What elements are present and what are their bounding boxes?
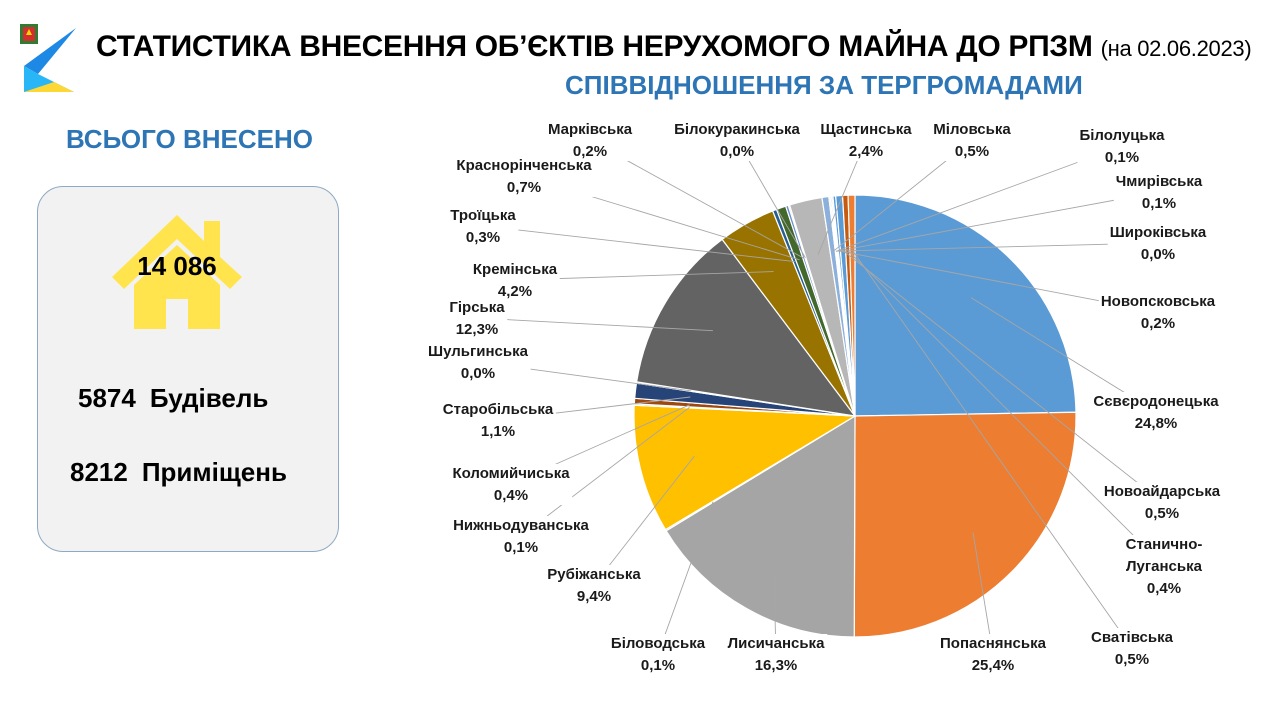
premises-stat: 8212 Приміщень bbox=[70, 457, 370, 488]
page-title: СТАТИСТИКА ВНЕСЕННЯ ОБ’ЄКТІВ НЕРУХОМОГО … bbox=[96, 30, 1276, 64]
slice-label-text: Сєвєродонецька 24,8% bbox=[1093, 393, 1219, 432]
leader-line bbox=[520, 407, 690, 537]
slice-label: Рубіжанська 9,4% bbox=[545, 565, 644, 606]
slice-label: Коломийчиська 0,4% bbox=[450, 464, 573, 505]
slice-label: Новопсковська 0,2% bbox=[1098, 292, 1218, 333]
leader-line bbox=[836, 191, 1160, 252]
premises-label: Приміщень bbox=[141, 457, 287, 487]
slice-label: Щастинська 2,4% bbox=[818, 120, 915, 161]
slice-label-text: Краснорінченська 0,7% bbox=[456, 157, 592, 196]
pie-slice bbox=[665, 414, 856, 638]
slice-label: Лисичанська 16,3% bbox=[725, 634, 828, 675]
leader-line bbox=[972, 532, 994, 655]
slice-label-text: Кремінська 4,2% bbox=[473, 261, 558, 300]
slice-label-text: Гірська 12,3% bbox=[449, 299, 505, 338]
slice-label: Сєвєродонецька 24,8% bbox=[1091, 392, 1222, 433]
slice-label: Міловська 0,5% bbox=[931, 120, 1014, 161]
slice-label: Широківська 0,0% bbox=[1107, 223, 1209, 264]
leader-line bbox=[593, 456, 695, 586]
pie-slice bbox=[847, 194, 856, 417]
slice-label: Кремінська 4,2% bbox=[470, 260, 560, 301]
premises-count: 8212 bbox=[70, 457, 128, 487]
slice-label: Станично-Луганська 0,4% bbox=[1123, 535, 1205, 598]
slice-label-text: Біловодська 0,1% bbox=[611, 635, 706, 674]
leader-line bbox=[842, 250, 1163, 503]
chart-subtitle: СПІВВІДНОШЕННЯ ЗА ТЕРГРОМАДАМИ bbox=[565, 70, 1083, 100]
buildings-stat: 5874 Будівель bbox=[78, 383, 378, 414]
slice-label-text: Шульгинська 0,0% bbox=[428, 343, 529, 382]
report-date: (на 02.06.2023) bbox=[1100, 36, 1252, 61]
slice-label-text: Щастинська 2,4% bbox=[820, 121, 912, 160]
slice-label-text: Новоайдарська 0,5% bbox=[1104, 483, 1221, 522]
slice-label: Троїцька 0,3% bbox=[448, 206, 519, 247]
slice-label: Старобільська 1,1% bbox=[440, 400, 556, 441]
slice-label-text: Станично-Луганська 0,4% bbox=[1126, 536, 1203, 597]
title-text: СТАТИСТИКА ВНЕСЕННЯ ОБ’ЄКТІВ НЕРУХОМОГО … bbox=[96, 30, 1093, 63]
slice-label-text: Старобільська 1,1% bbox=[443, 401, 554, 440]
slice-label-text: Чмирівська 0,1% bbox=[1116, 173, 1203, 212]
slice-label: Чмирівська 0,1% bbox=[1113, 172, 1205, 213]
slice-label-text: Білолуцька 0,1% bbox=[1079, 127, 1165, 166]
slice-label: Марківська 0,2% bbox=[545, 120, 635, 161]
leader-line bbox=[482, 225, 795, 263]
slice-label-text: Широківська 0,0% bbox=[1110, 224, 1207, 263]
total-heading: ВСЬОГО ВНЕСЕНО bbox=[66, 124, 313, 154]
slice-label-text: Сватівська 0,5% bbox=[1091, 629, 1174, 668]
slice-label-text: Троїцька 0,3% bbox=[450, 207, 516, 246]
slice-label: Гірська 12,3% bbox=[447, 298, 508, 339]
leader-line bbox=[657, 501, 714, 655]
slice-label-text: Нижньодуванська 0,1% bbox=[453, 517, 589, 556]
slice-label-text: Рубіжанська 9,4% bbox=[547, 566, 641, 605]
logo-icon bbox=[20, 24, 76, 92]
slice-label-text: Марківська 0,2% bbox=[548, 121, 633, 160]
leader-line bbox=[847, 250, 1165, 567]
slice-label-text: Білокуракинська 0,0% bbox=[674, 121, 800, 160]
summary-card: 14 086 5874 Будівель 8212 Приміщень bbox=[37, 186, 339, 552]
slice-label: Попаснянська 25,4% bbox=[938, 634, 1049, 675]
buildings-count: 5874 bbox=[78, 383, 136, 413]
leader-line bbox=[835, 145, 1123, 252]
slice-label: Білолуцька 0,1% bbox=[1077, 126, 1168, 167]
slice-label: Білокуракинська 0,0% bbox=[672, 120, 803, 161]
pie-slice bbox=[633, 404, 858, 531]
pie-slice bbox=[854, 194, 1077, 417]
slice-label: Біловодська 0,1% bbox=[608, 634, 708, 675]
slice-label: Сватівська 0,5% bbox=[1089, 628, 1176, 669]
slice-label: Новоайдарська 0,5% bbox=[1101, 482, 1223, 523]
slice-label-text: Лисичанська 16,3% bbox=[728, 635, 825, 674]
slice-label: Нижньодуванська 0,1% bbox=[451, 516, 592, 557]
slice-label: Краснорінченська 0,7% bbox=[454, 156, 595, 197]
leader-line bbox=[476, 317, 713, 332]
slice-label-text: Коломийчиська 0,4% bbox=[452, 465, 570, 504]
buildings-label: Будівель bbox=[149, 383, 269, 413]
total-count: 14 086 bbox=[137, 251, 217, 281]
slice-label: Шульгинська 0,0% bbox=[426, 342, 531, 383]
pie-slice bbox=[635, 238, 857, 417]
slice-label-text: Попаснянська 25,4% bbox=[940, 635, 1047, 674]
leader-line bbox=[837, 242, 1159, 252]
slice-label-text: Новопсковська 0,2% bbox=[1101, 293, 1216, 332]
house-icon bbox=[112, 215, 242, 329]
slice-label-text: Міловська 0,5% bbox=[933, 121, 1011, 160]
leader-line bbox=[852, 250, 1133, 649]
pie-slice bbox=[853, 411, 1077, 638]
